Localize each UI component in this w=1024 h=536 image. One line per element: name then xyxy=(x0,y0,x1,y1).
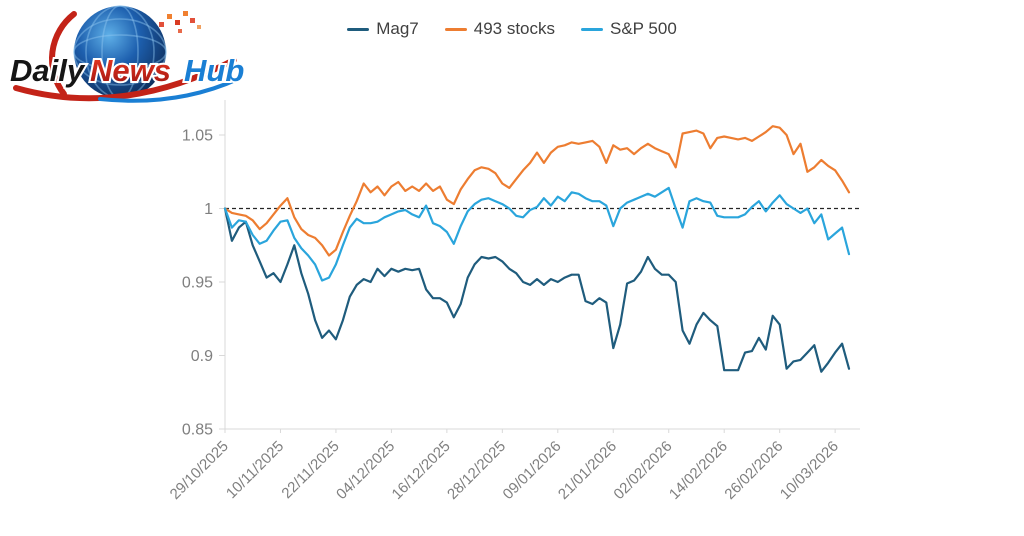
y-axis-tick-label: 1 xyxy=(204,201,213,218)
x-axis-tick-label: 14/02/2026 xyxy=(666,438,731,503)
legend-label-mag7: Mag7 xyxy=(376,19,419,38)
series-line-493-stocks xyxy=(223,125,851,257)
x-axis-tick-label: 26/02/2026 xyxy=(721,438,786,503)
logo-text-hub: Hub xyxy=(184,53,244,88)
y-axis-tick-label: 0.95 xyxy=(182,275,213,292)
x-axis-tick-label: 09/01/2026 xyxy=(500,438,565,503)
x-axis-tick-label: 04/12/2025 xyxy=(333,438,398,503)
x-axis-tick-label: 16/12/2025 xyxy=(389,438,454,503)
x-axis-tick-label: 21/01/2026 xyxy=(555,438,620,503)
logo-wordmark: Daily News Hub xyxy=(8,51,246,90)
legend-label-493-stocks: 493 stocks xyxy=(473,19,555,38)
legend-swatch-mag7 xyxy=(347,27,370,31)
x-axis-tick-label: 29/10/2025 xyxy=(167,438,232,503)
x-axis-tick-label: 10/11/2025 xyxy=(223,438,287,502)
site-logo: Daily News Hub xyxy=(4,2,248,110)
x-axis-tick-label: 28/12/2025 xyxy=(444,438,509,503)
x-axis-tick-label: 10/03/2026 xyxy=(777,438,842,503)
legend-swatch-493-stocks xyxy=(444,27,467,31)
chart-legend: Mag7 493 stocks S&P 500 xyxy=(0,16,1024,42)
legend-item-sp500: S&P 500 xyxy=(581,19,677,39)
legend-item-493-stocks: 493 stocks xyxy=(444,19,555,39)
legend-item-mag7: Mag7 xyxy=(347,19,419,39)
legend-label-sp500: S&P 500 xyxy=(610,19,677,38)
logo-text-daily: Daily xyxy=(10,53,86,88)
legend-swatch-sp500 xyxy=(581,27,603,31)
series-line-mag7 xyxy=(223,207,851,373)
logo-red-arc xyxy=(49,11,77,97)
logo-pixel-dots xyxy=(159,11,201,33)
y-axis-tick-label: 1.05 xyxy=(182,128,213,145)
y-axis-tick-label: 0.85 xyxy=(182,422,213,439)
logo-blue-swoosh xyxy=(98,77,240,103)
series-line-s-p-500 xyxy=(223,186,851,282)
x-axis-tick-label: 22/11/2025 xyxy=(278,438,342,502)
logo-red-swoosh xyxy=(13,57,237,102)
logo-text-news: News xyxy=(90,53,171,88)
logo-graphic: Daily News Hub xyxy=(8,5,246,103)
x-axis-tick-label: 02/02/2026 xyxy=(610,438,675,503)
y-axis-tick-label: 0.9 xyxy=(191,348,213,365)
